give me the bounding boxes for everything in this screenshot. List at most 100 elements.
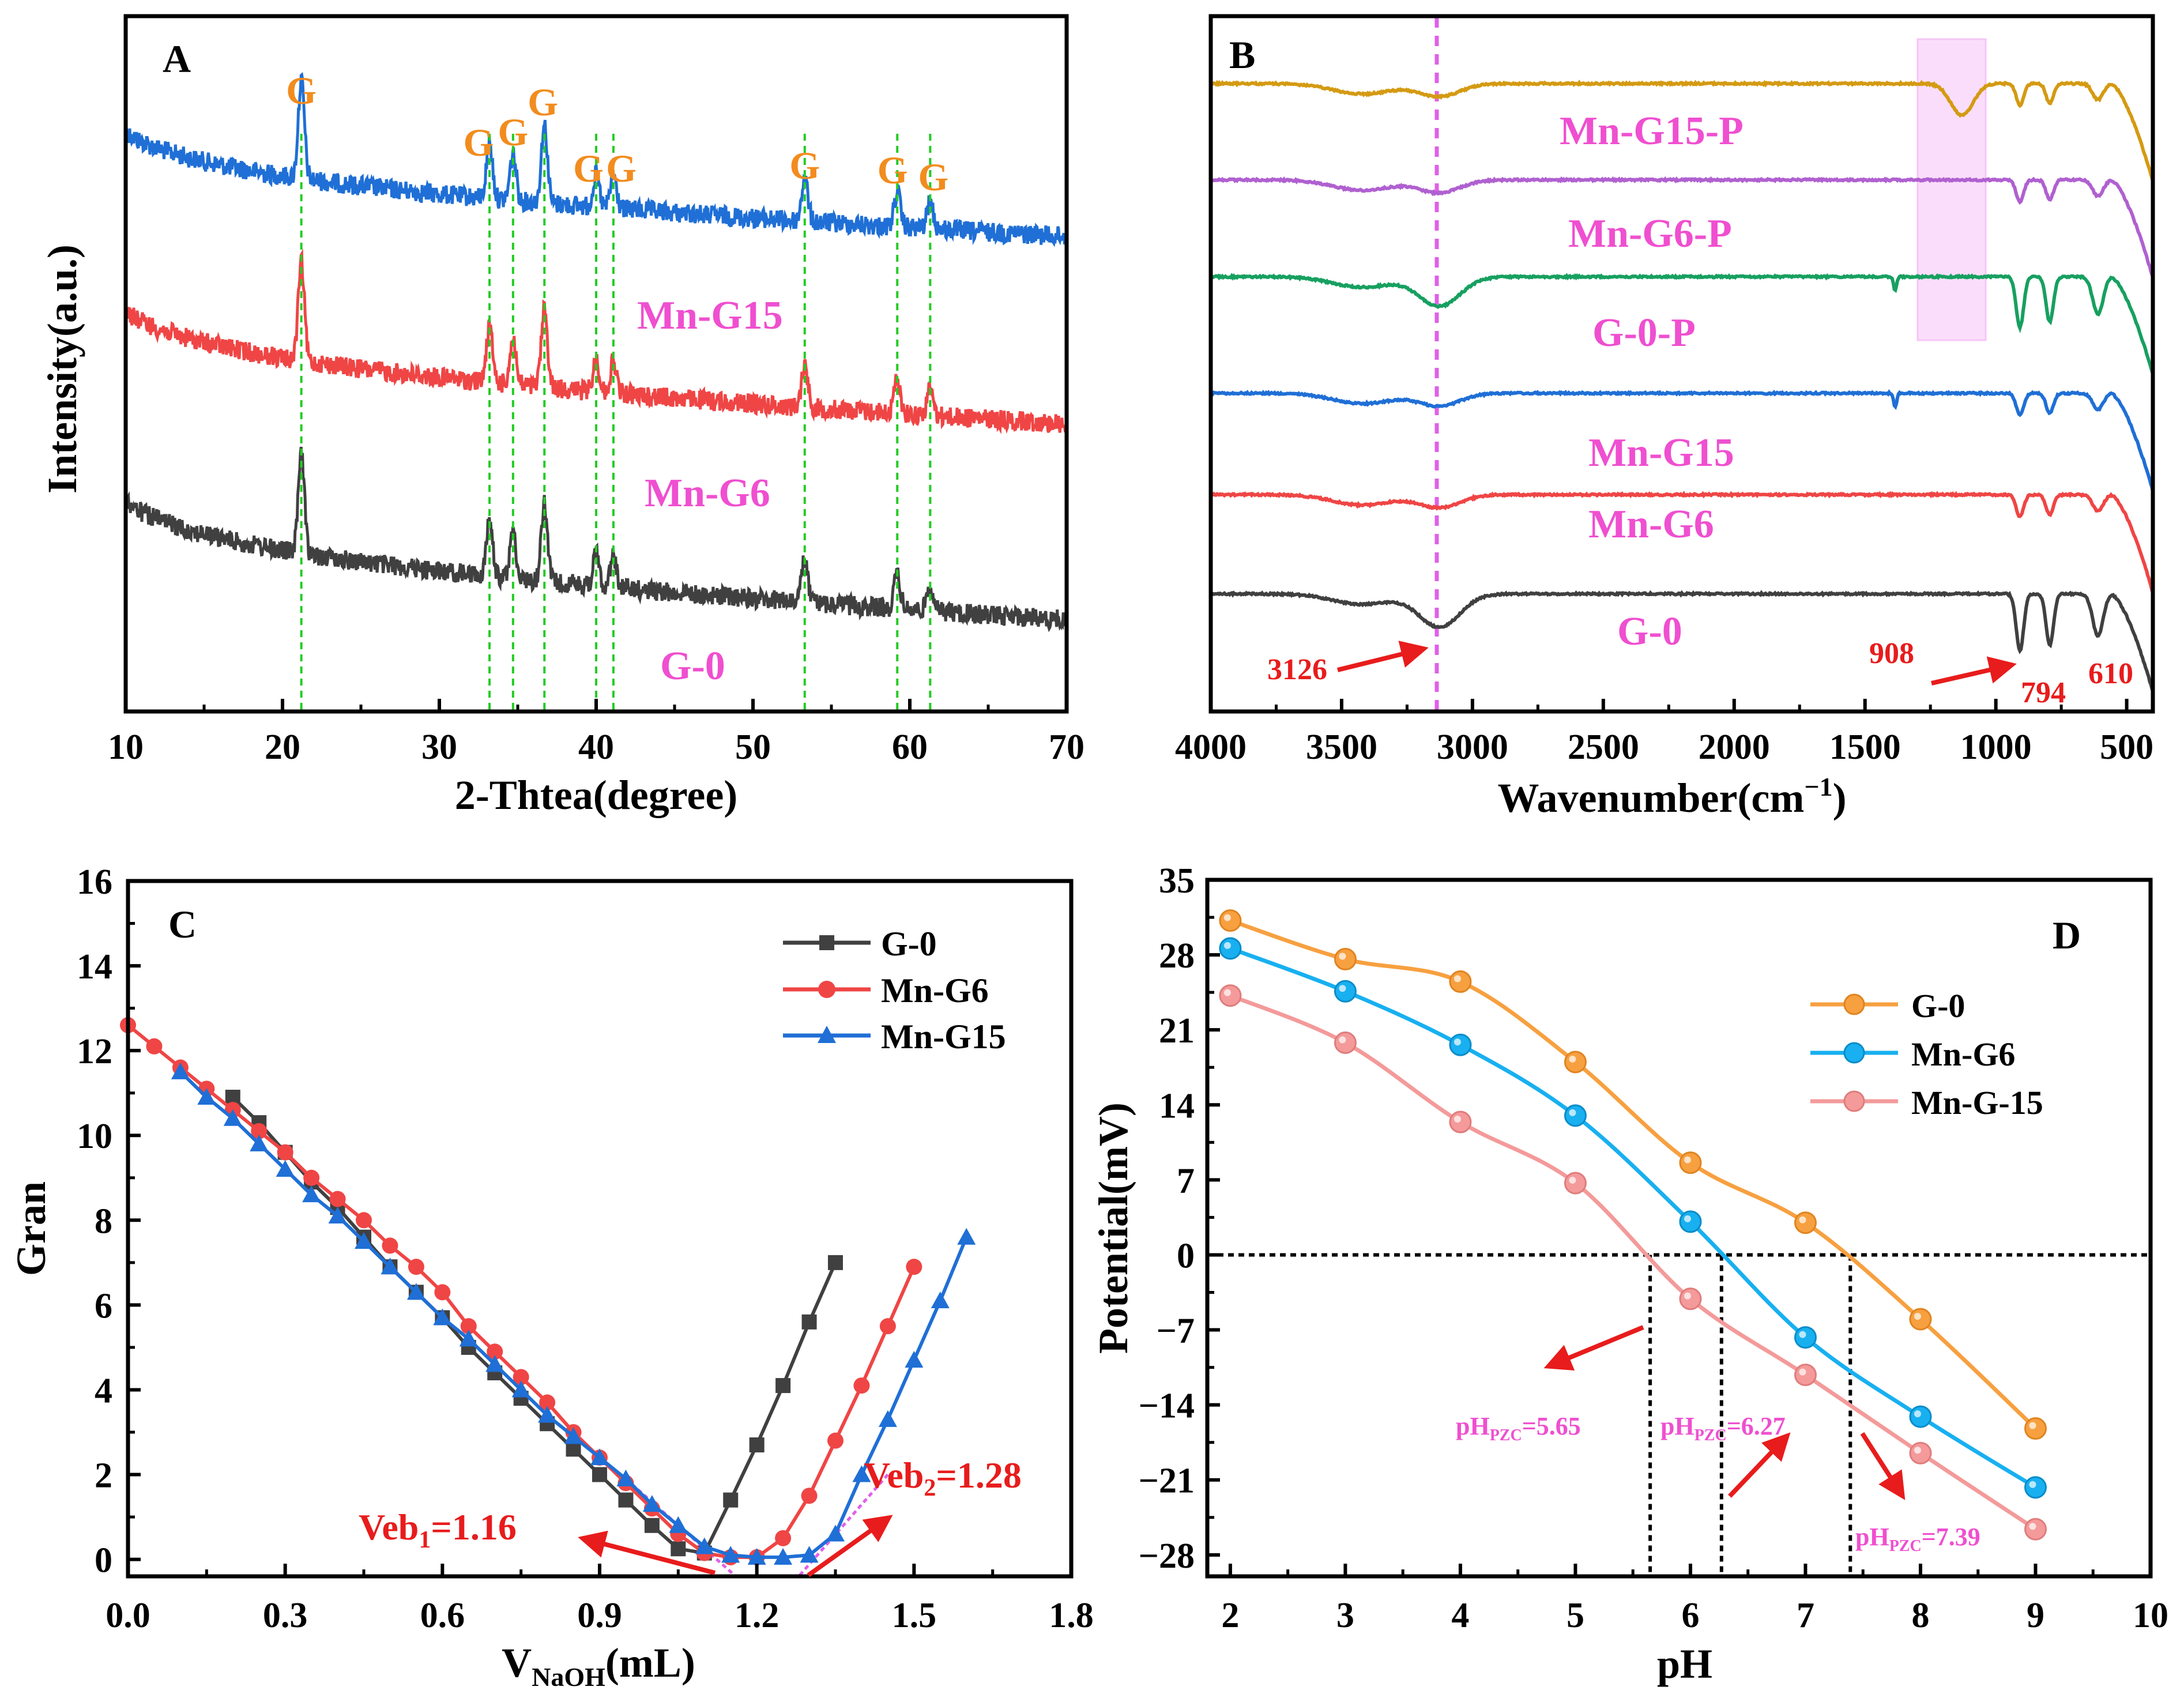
panel-c-point-mn-g6 xyxy=(906,1259,922,1275)
panel-c-point-mn-g6 xyxy=(460,1318,477,1335)
panel-b-label-mn-g15-p: Mn-G15-P xyxy=(1560,109,1744,153)
legend-label-d-mn-g6: Mn-G6 xyxy=(1911,1036,2015,1073)
panel-d-point-highlight xyxy=(1799,1216,1806,1223)
panel-a-peak-label: G xyxy=(789,144,820,187)
legend-label-mn-g15: Mn-G15 xyxy=(881,1018,1006,1056)
panel-b-arrow-908 xyxy=(1931,656,2017,686)
panel-b-x-axis-label-sup: −1 xyxy=(1804,772,1832,801)
panel-c-x-tick-label: 0.6 xyxy=(420,1596,465,1635)
panel-b-trace-mn-g6 xyxy=(1210,491,2155,593)
panel-d-point-g-0 xyxy=(1449,970,1472,993)
panel-c-veb1-label: Veb1=1.16 xyxy=(359,1507,517,1553)
panel-a-x-tick-label: 10 xyxy=(108,728,144,767)
panel-a-peak-label: G xyxy=(464,121,494,164)
panel-d-point-mn-g-15 xyxy=(1334,1031,1357,1054)
panel-b-x-axis-label-close: ) xyxy=(1833,775,1847,821)
panel-c-point-mn-g6 xyxy=(434,1284,451,1301)
panel-b-x-axis-label: Wavenumber(cm−1) xyxy=(1497,772,1846,821)
panel-d-point-highlight xyxy=(1569,1055,1576,1063)
panel-d-point-mn-g-15 xyxy=(1219,984,1242,1007)
panel-d-pzc-2-value: =6.27 xyxy=(1727,1412,1786,1440)
panel-b-arrow-3126 xyxy=(1337,641,1429,672)
panel-c-point-mn-g6 xyxy=(853,1377,870,1394)
panel-d-pzc-3-value: =7.39 xyxy=(1922,1523,1980,1551)
panel-b-highlight-band xyxy=(1916,38,1987,341)
panel-d-point-highlight xyxy=(1454,1116,1461,1123)
panel-c-point-g-0 xyxy=(723,1492,739,1508)
panel-c-x-tick-label: 0.9 xyxy=(577,1596,622,1635)
panel-d-point-highlight xyxy=(2029,1481,2036,1488)
panel-b-trace-mn-g15-p xyxy=(1209,80,2155,182)
legend-label-g-0: G-0 xyxy=(881,925,937,963)
panel-d-point-highlight xyxy=(1339,952,1346,960)
panel-c-point-mn-g15 xyxy=(852,1465,871,1482)
panel-c-point-mn-g15 xyxy=(250,1134,269,1151)
panel-b-trace-g-0-p xyxy=(1210,273,2155,375)
panel-d: 2 3 4 5 6 7 8 9 10 35 28 21 14 7 0 −7 −14 −21 −28 D G-0 Mn… xyxy=(1090,861,2168,1687)
panel-d-point-highlight xyxy=(1223,989,1231,996)
panel-c-point-mn-g6 xyxy=(277,1144,293,1161)
panel-d-y-tick-label: −28 xyxy=(1139,1537,1195,1576)
panel-c-point-mn-g15 xyxy=(564,1427,583,1444)
panel-a-x-tick-label: 60 xyxy=(892,728,928,767)
panel-c-y-tick-label: 16 xyxy=(77,863,112,902)
panel-d-point-mn-g-15 xyxy=(1794,1364,1817,1387)
panel-b-x-axis-label-main: Wavenumber(cm xyxy=(1497,775,1804,821)
panel-c-veb2-label: Veb2=1.28 xyxy=(864,1455,1022,1501)
panel-a-trace-mn-g15 xyxy=(124,71,1067,247)
panel-d-point-mn-g6 xyxy=(1794,1326,1817,1349)
panel-d-point-g-0 xyxy=(1679,1151,1702,1174)
panel-a-peak-label: G xyxy=(918,155,948,199)
panel-c-point-mn-g15 xyxy=(433,1308,452,1326)
panel-b-annot-3126: 3126 xyxy=(1267,653,1327,686)
panel-d-point-highlight xyxy=(2029,1523,2036,1530)
panel-c-point-mn-g15 xyxy=(355,1232,373,1249)
panel-c-veb2-sub: 2 xyxy=(924,1475,936,1501)
panel-d-x-tick-label: 6 xyxy=(1681,1596,1699,1635)
panel-c-data xyxy=(120,1017,976,1577)
panel-d-pzc-1-main: pH xyxy=(1456,1412,1490,1440)
panel-c-veb2-main: Veb xyxy=(864,1455,924,1496)
legend-label-d-g-0: G-0 xyxy=(1911,987,1965,1025)
panel-d-x-tick-label: 9 xyxy=(2027,1596,2044,1635)
panel-d-point-highlight xyxy=(1914,1410,1921,1418)
panel-c-y-tick-label: 12 xyxy=(77,1032,112,1071)
panel-a-x-tick-label: 20 xyxy=(265,728,300,767)
panel-a-peak-label: G xyxy=(498,110,528,154)
panel-d-point-highlight xyxy=(1223,942,1231,949)
panel-d-y-tick-label: 28 xyxy=(1159,936,1195,976)
panel-d-y-tick-label: 7 xyxy=(1177,1161,1195,1200)
panel-d-x-tick-label: 5 xyxy=(1567,1596,1584,1635)
panel-d-point-highlight xyxy=(1684,1292,1691,1300)
panel-d-pzc-3: pHPZC=7.39 xyxy=(1855,1523,1980,1555)
panel-a-peak-label: G xyxy=(573,146,604,190)
panel-b-annot-794: 794 xyxy=(2021,676,2066,709)
panel-d-x-tick-label: 3 xyxy=(1336,1596,1354,1635)
panel-c-point-mn-g6 xyxy=(356,1212,372,1229)
panel-d-pzc-1-sub: PZC xyxy=(1490,1426,1522,1444)
panel-d-point-highlight xyxy=(1454,975,1461,982)
panel-c-veb2-value: =1.28 xyxy=(936,1455,1021,1496)
panel-a-x-tick-label: 50 xyxy=(735,728,771,767)
panel-d-point-g-0 xyxy=(1909,1308,1932,1331)
panel-d-point-highlight xyxy=(1569,1176,1576,1184)
panel-c-point-g-0 xyxy=(618,1492,634,1508)
panel-c-point-g-0 xyxy=(644,1518,660,1533)
panel-c-y-tick-label: 0 xyxy=(95,1541,112,1580)
panel-c-point-g-0 xyxy=(592,1467,607,1482)
legend-marker-d-g-0 xyxy=(1843,993,1865,1015)
panel-d-x-tick-label: 10 xyxy=(2133,1596,2168,1635)
panel-d-y-tick-label: −14 xyxy=(1139,1387,1195,1426)
panel-a-x-ticks: 10 20 30 40 50 60 70 xyxy=(108,699,1085,767)
panel-c-y-tick-label: 14 xyxy=(77,947,112,987)
panel-c-point-mn-g15 xyxy=(878,1410,897,1427)
panel-c-point-mn-g15 xyxy=(302,1185,321,1203)
panel-a: GG GGG G G G G 10 20 30 40 50 60 70 A Mn-G15 Mn-G6 … xyxy=(39,14,1085,818)
panel-d-point-highlight xyxy=(1914,1447,1921,1454)
panel-c-y-tick-label: 10 xyxy=(77,1117,112,1156)
panel-c-x-tick-label: 0.0 xyxy=(106,1596,150,1635)
panel-b-x-tick-label: 4000 xyxy=(1175,728,1247,767)
panel-a-x-axis-label: 2-Thtea(degree) xyxy=(455,772,738,818)
panel-d-point-highlight xyxy=(1223,914,1231,921)
